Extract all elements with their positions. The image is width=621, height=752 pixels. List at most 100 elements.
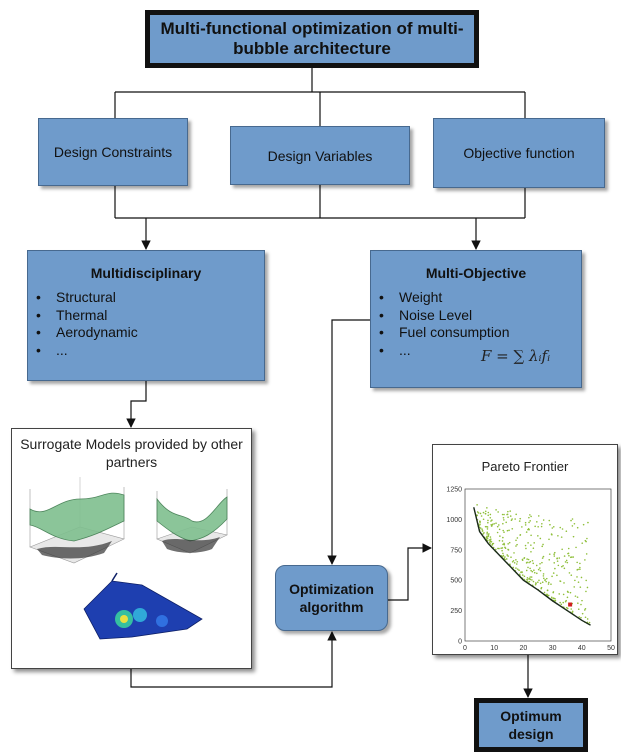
scatter-point bbox=[567, 547, 570, 550]
scatter-point bbox=[532, 547, 535, 550]
scatter-point bbox=[553, 553, 555, 555]
scatter-point bbox=[540, 587, 542, 590]
scatter-point bbox=[499, 535, 501, 537]
scatter-point bbox=[547, 583, 550, 585]
scatter-point bbox=[524, 524, 527, 526]
scatter-point bbox=[539, 582, 542, 585]
scatter-point bbox=[567, 552, 570, 555]
scatter-point bbox=[584, 539, 587, 542]
scatter-point bbox=[554, 567, 556, 570]
scatter-point bbox=[507, 516, 509, 518]
scatter-point bbox=[539, 569, 542, 572]
scatter-point bbox=[542, 543, 544, 546]
objective-formula: F = ∑ λᵢfᵢ bbox=[481, 347, 551, 365]
scatter-point bbox=[479, 512, 482, 515]
scatter-point bbox=[551, 527, 554, 529]
scatter-point bbox=[553, 551, 556, 554]
scatter-point bbox=[530, 569, 532, 572]
scatter-point bbox=[493, 522, 495, 525]
scatter-point bbox=[550, 583, 552, 585]
scatter-point bbox=[531, 559, 534, 562]
scatter-point bbox=[504, 546, 506, 549]
scatter-point bbox=[487, 521, 489, 524]
multidisciplinary-title: Multidisciplinary bbox=[90, 265, 202, 281]
design-variables-box: Design Variables bbox=[230, 126, 410, 185]
scatter-point bbox=[519, 517, 522, 520]
list-item: ... bbox=[36, 342, 138, 360]
y-tick-label: 500 bbox=[450, 578, 462, 585]
scatter-point bbox=[511, 561, 514, 563]
scatter-point bbox=[562, 601, 565, 604]
scatter-point bbox=[525, 569, 528, 572]
scatter-point bbox=[542, 573, 545, 575]
scatter-point bbox=[569, 591, 572, 594]
y-tick-label: 250 bbox=[450, 608, 462, 615]
scatter-point bbox=[537, 568, 540, 571]
scatter-point bbox=[508, 541, 511, 544]
scatter-point bbox=[502, 552, 504, 555]
scatter-point bbox=[537, 525, 539, 528]
scatter-point bbox=[552, 591, 555, 593]
surrogate-models-panel: Surrogate Models provided by other partn… bbox=[11, 428, 252, 669]
y-tick-label: 0 bbox=[458, 639, 462, 646]
scatter-point bbox=[503, 543, 506, 546]
x-tick-label: 50 bbox=[607, 645, 615, 652]
scatter-point bbox=[481, 530, 484, 532]
scatter-point bbox=[509, 510, 512, 512]
scatter-point bbox=[523, 557, 525, 560]
scatter-point bbox=[482, 518, 485, 521]
scatter-point bbox=[575, 546, 577, 549]
y-tick-label: 1250 bbox=[446, 487, 462, 494]
scatter-point bbox=[543, 591, 546, 594]
scatter-point bbox=[564, 561, 567, 563]
scatter-point bbox=[479, 523, 481, 526]
objective-function-label: Objective function bbox=[463, 145, 575, 161]
scatter-point bbox=[490, 525, 493, 527]
scatter-point bbox=[528, 521, 530, 524]
scatter-point bbox=[518, 573, 521, 576]
scatter-point bbox=[532, 562, 535, 565]
scatter-point bbox=[556, 560, 559, 562]
scatter-point bbox=[529, 520, 531, 522]
scatter-point bbox=[562, 593, 565, 596]
scatter-point bbox=[486, 531, 489, 534]
scatter-point bbox=[486, 533, 488, 535]
scatter-point bbox=[533, 571, 536, 574]
scatter-point bbox=[568, 572, 571, 574]
scatter-point bbox=[563, 567, 566, 570]
scatter-point bbox=[484, 512, 487, 515]
scatter-point bbox=[476, 504, 478, 506]
scatter-point bbox=[561, 528, 564, 530]
scatter-point bbox=[507, 510, 509, 513]
scatter-point bbox=[503, 557, 506, 560]
list-item: Aerodynamic bbox=[36, 324, 138, 342]
scatter-point bbox=[486, 525, 488, 528]
scatter-point bbox=[565, 599, 567, 602]
scatter-point bbox=[506, 554, 508, 556]
scatter-point bbox=[577, 602, 579, 604]
scatter-point bbox=[515, 559, 517, 561]
scatter-point bbox=[565, 559, 568, 562]
scatter-point bbox=[477, 512, 480, 514]
scatter-point bbox=[495, 522, 497, 525]
scatter-point bbox=[521, 571, 523, 574]
scatter-point bbox=[542, 519, 545, 521]
x-tick-label: 0 bbox=[463, 645, 467, 652]
scatter-point bbox=[502, 536, 504, 539]
scatter-point bbox=[507, 543, 509, 545]
scatter-point bbox=[525, 531, 528, 533]
scatter-point bbox=[576, 569, 579, 571]
scatter-point bbox=[521, 526, 523, 528]
scatter-point bbox=[515, 539, 517, 542]
scatter-point bbox=[528, 578, 530, 580]
scatter-point bbox=[502, 529, 504, 532]
scatter-point bbox=[548, 538, 550, 541]
scatter-point bbox=[571, 610, 574, 613]
scatter-point bbox=[506, 529, 509, 532]
scatter-point bbox=[576, 596, 579, 598]
scatter-point bbox=[498, 539, 501, 542]
scatter-point bbox=[537, 535, 539, 537]
scatter-point bbox=[501, 547, 504, 549]
scatter-point bbox=[514, 518, 516, 520]
